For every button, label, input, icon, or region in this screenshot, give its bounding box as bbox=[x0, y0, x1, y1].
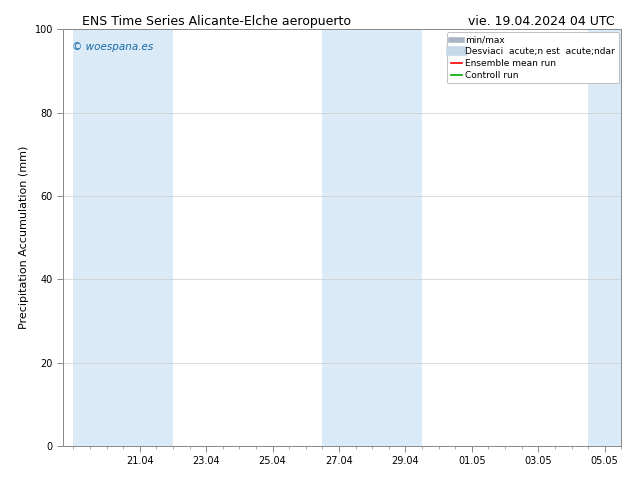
Text: ENS Time Series Alicante-Elche aeropuerto: ENS Time Series Alicante-Elche aeropuert… bbox=[82, 15, 351, 28]
Y-axis label: Precipitation Accumulation (mm): Precipitation Accumulation (mm) bbox=[19, 146, 29, 329]
Text: vie. 19.04.2024 04 UTC: vie. 19.04.2024 04 UTC bbox=[469, 15, 615, 28]
Bar bbox=[588, 29, 621, 446]
Bar bbox=[323, 29, 422, 446]
Bar bbox=[74, 29, 173, 446]
Text: © woespana.es: © woespana.es bbox=[72, 42, 153, 52]
Legend: min/max, Desviaci  acute;n est  acute;ndar, Ensemble mean run, Controll run: min/max, Desviaci acute;n est acute;ndar… bbox=[447, 32, 619, 83]
